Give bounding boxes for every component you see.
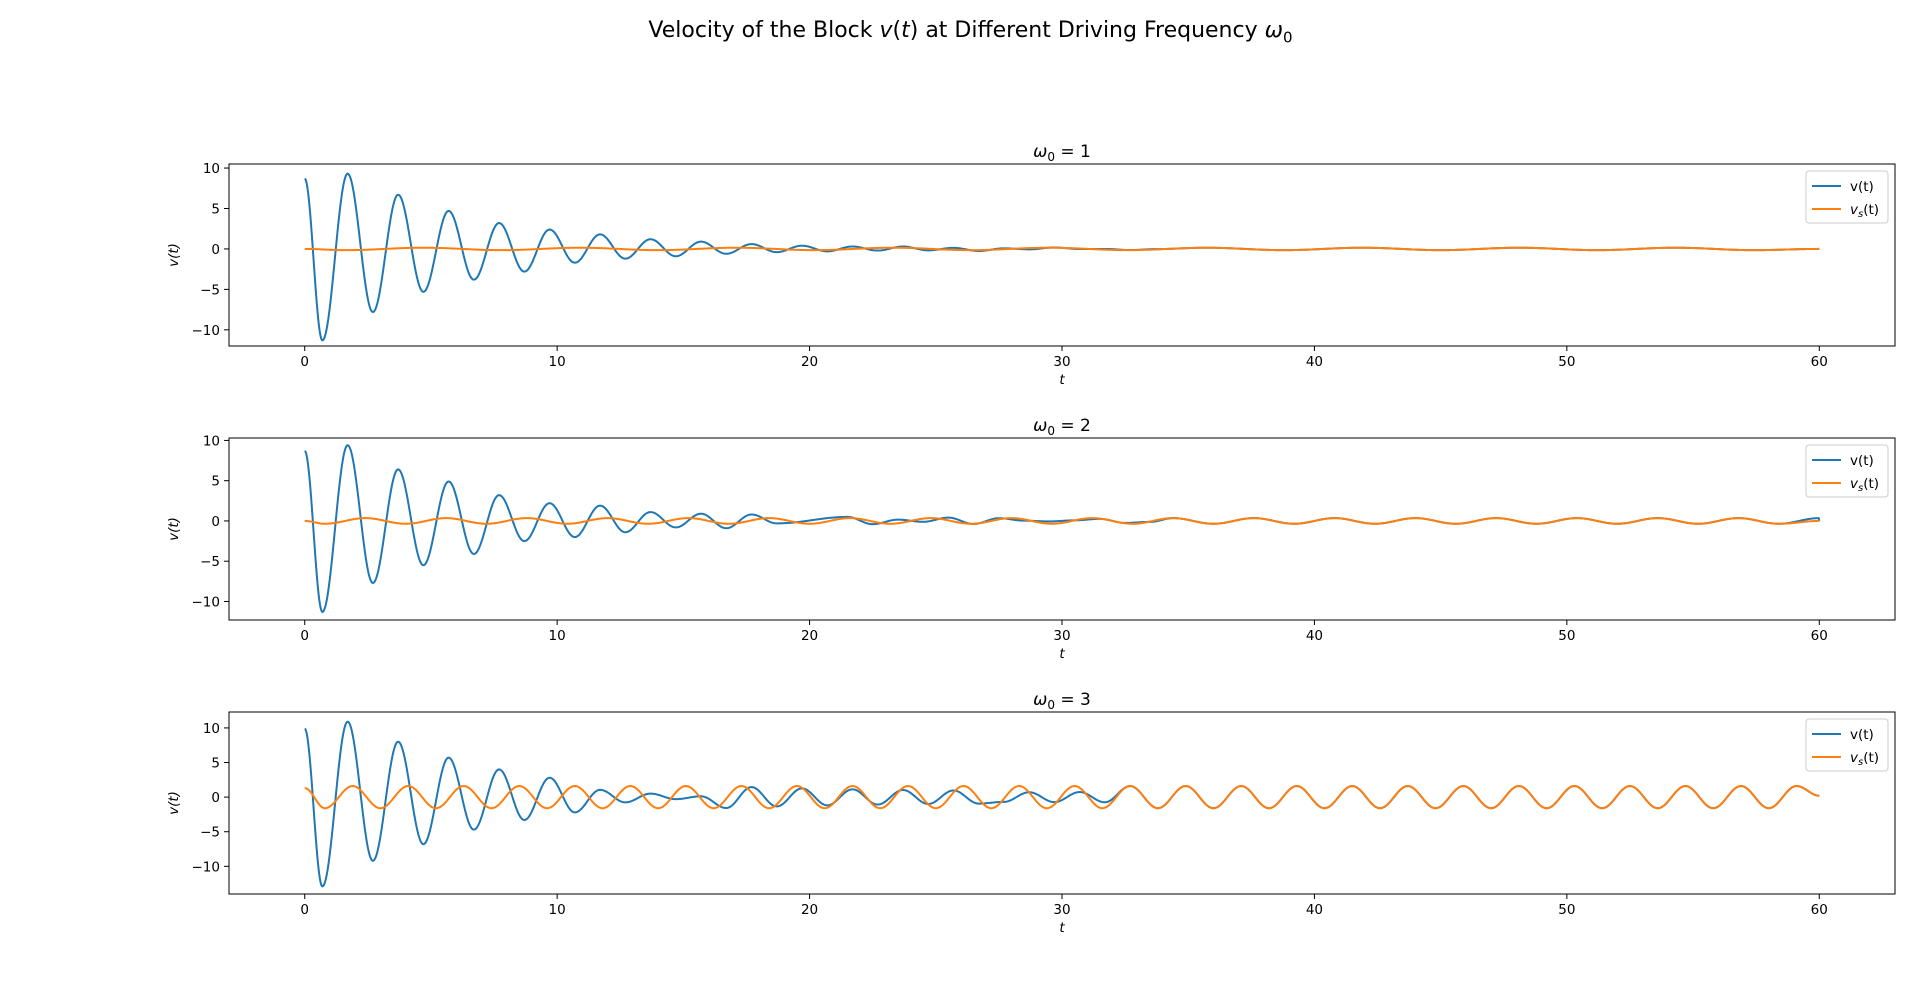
title-omega-symbol: ω <box>1264 18 1284 43</box>
x-tick-label: 10 <box>549 628 566 644</box>
legend-label-v: v(t) <box>1850 179 1874 195</box>
y-tick-label: −10 <box>192 859 221 875</box>
series-line-v <box>304 720 1820 888</box>
panel-title-subscript: 0 <box>1047 424 1055 438</box>
panel-title-omega: ω <box>1033 416 1047 436</box>
x-tick-label: 50 <box>1558 902 1575 918</box>
x-tick-label: 30 <box>1053 354 1070 370</box>
axes-frame <box>228 163 1896 347</box>
y-tick-label: 0 <box>211 242 220 258</box>
series-line-v <box>304 172 1820 342</box>
legend-label-v: v(t) <box>1850 727 1874 743</box>
x-tick-label: 50 <box>1558 354 1575 370</box>
series-line-vs <box>304 785 1820 810</box>
x-tick-label: 40 <box>1306 628 1323 644</box>
x-axis-label: t <box>1059 646 1065 662</box>
panel-title-omega: ω <box>1033 142 1047 162</box>
x-tick-label: 60 <box>1811 354 1828 370</box>
y-tick-label: −10 <box>192 594 221 610</box>
title-text-suffix: ) at Different Driving Frequency <box>909 18 1265 43</box>
x-tick-label: 40 <box>1306 354 1323 370</box>
y-tick-label: −5 <box>200 554 220 570</box>
panel-title-value: = 2 <box>1055 416 1091 436</box>
y-axis-label: v(t) <box>166 791 182 815</box>
panel-title-subscript: 0 <box>1047 150 1055 164</box>
y-axis-label: v(t) <box>166 243 182 267</box>
legend-label-vs: vs(t) <box>1850 202 1879 220</box>
x-tick-label: 20 <box>801 628 818 644</box>
y-tick-label: −10 <box>192 323 221 339</box>
panel-title-omega: ω <box>1033 690 1047 710</box>
x-tick-label: 0 <box>300 628 309 644</box>
x-tick-label: 10 <box>549 354 566 370</box>
legend: v(t) vs(t) <box>1805 170 1889 224</box>
legend: v(t) vs(t) <box>1805 444 1889 498</box>
x-tick-label: 30 <box>1053 628 1070 644</box>
figure-title: Velocity of the Block v(t) at Different … <box>0 18 1920 46</box>
y-tick-label: 5 <box>211 756 220 772</box>
legend: v(t) vs(t) <box>1805 718 1889 772</box>
panel-title: ω0 = 2 <box>1033 416 1091 438</box>
x-tick-label: 10 <box>549 902 566 918</box>
panel-title: ω0 = 1 <box>1033 142 1091 164</box>
panel-title-value: = 1 <box>1055 142 1091 162</box>
legend-label-vs: vs(t) <box>1850 750 1879 768</box>
title-paren-open: ( <box>892 18 902 43</box>
panel-title: ω0 = 3 <box>1033 690 1091 712</box>
legend-label-vs: vs(t) <box>1850 476 1879 494</box>
chart-panel-1: ω0 = 10 10 20 30 40 50 601050−5−10tv(t)v(t)vs(… <box>166 142 1896 388</box>
x-tick-label: 20 <box>801 902 818 918</box>
x-axis-label: t <box>1059 372 1065 388</box>
x-tick-label: 20 <box>801 354 818 370</box>
title-t-symbol: t <box>901 18 910 43</box>
series-line-v <box>304 444 1821 614</box>
series-line-vs <box>304 517 1820 525</box>
y-tick-label: 0 <box>211 790 220 806</box>
x-tick-label: 30 <box>1053 902 1070 918</box>
y-axis-label: v(t) <box>166 517 182 541</box>
x-tick-label: 60 <box>1811 902 1828 918</box>
y-tick-label: 5 <box>211 474 220 490</box>
legend-label-v: v(t) <box>1850 453 1874 469</box>
title-omega-subscript: 0 <box>1283 28 1293 47</box>
x-tick-label: 0 <box>300 902 309 918</box>
chart-panel-2: ω0 = 20 10 20 30 40 50 601050−5−10tv(t)v(t)vs(… <box>166 416 1896 662</box>
x-axis-label: t <box>1059 920 1065 936</box>
title-v-symbol: v <box>879 18 893 43</box>
y-tick-label: 0 <box>211 514 220 530</box>
x-tick-label: 50 <box>1558 628 1575 644</box>
x-tick-label: 60 <box>1811 628 1828 644</box>
axes-frame <box>228 437 1896 621</box>
series-line-vs <box>304 246 1820 252</box>
axes-frame <box>228 711 1896 895</box>
y-tick-label: −5 <box>200 825 220 841</box>
chart-panel-3: ω0 = 30 10 20 30 40 50 601050−5−10tv(t)v(t)vs(… <box>166 690 1896 936</box>
panel-title-value: = 3 <box>1055 690 1091 710</box>
panel-title-subscript: 0 <box>1047 698 1055 712</box>
y-tick-label: 10 <box>203 433 220 449</box>
x-tick-label: 0 <box>300 354 309 370</box>
y-tick-label: 5 <box>211 201 220 217</box>
y-tick-label: −5 <box>200 282 220 298</box>
y-tick-label: 10 <box>203 721 220 737</box>
x-tick-label: 40 <box>1306 902 1323 918</box>
title-text-prefix: Velocity of the Block <box>648 18 880 43</box>
y-tick-label: 10 <box>203 161 220 177</box>
